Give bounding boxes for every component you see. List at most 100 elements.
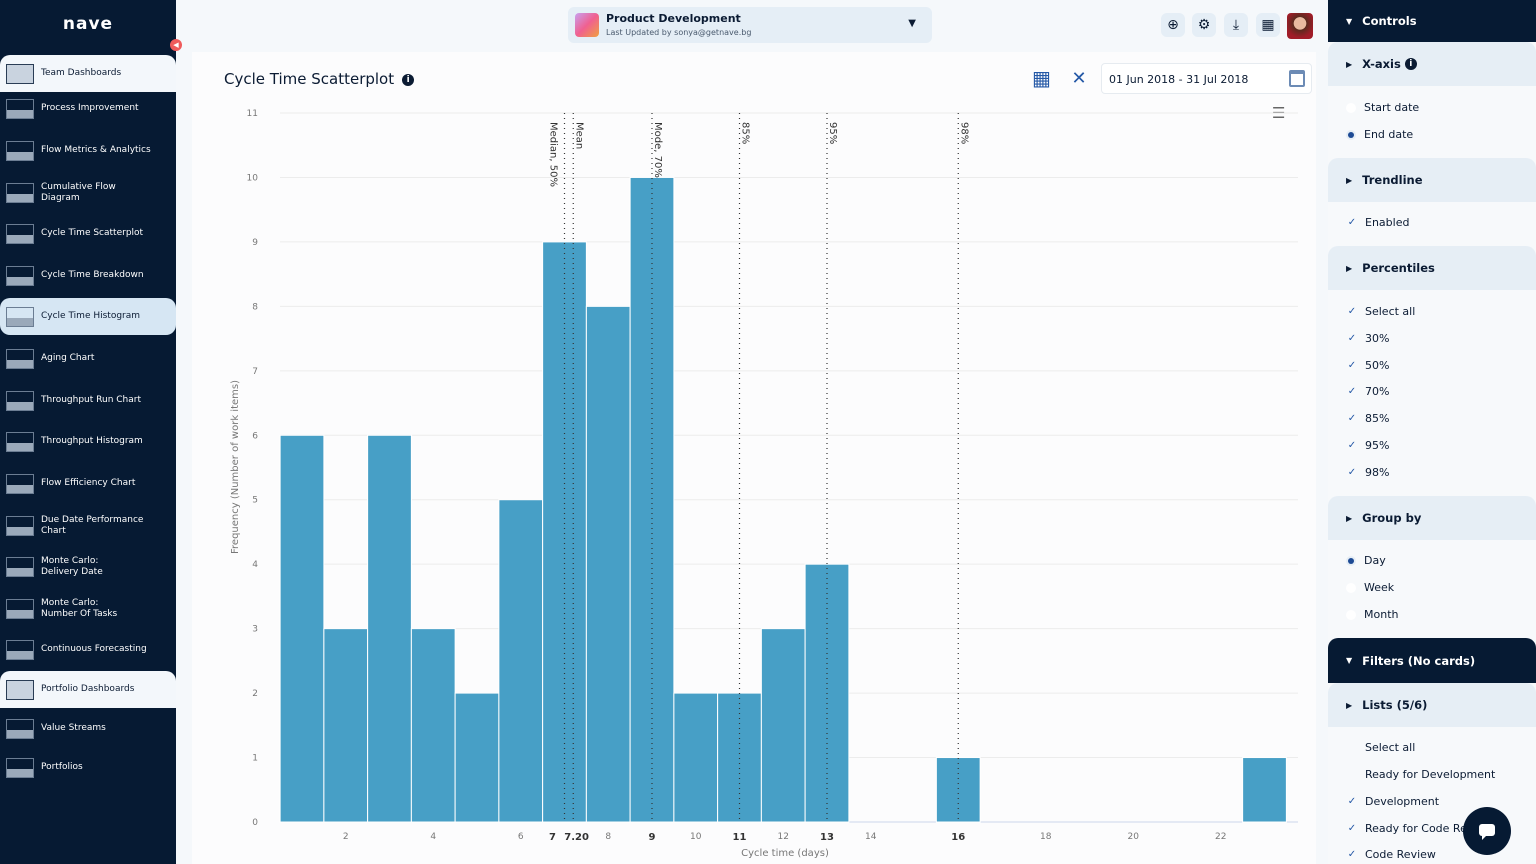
add-button[interactable]: ⊕ <box>1161 13 1185 37</box>
sidebar-item-throughput-run-chart[interactable]: Throughput Run Chart <box>0 382 176 419</box>
chat-button[interactable] <box>1463 807 1511 855</box>
radio-button[interactable] <box>1346 582 1356 593</box>
date-range-picker[interactable]: 01 Jun 2018 - 31 Jul 2018 <box>1101 63 1312 94</box>
check-icon[interactable]: ✓ <box>1347 332 1357 344</box>
table-view-button[interactable]: ▦ <box>1032 68 1054 90</box>
last-updated: Last Updated by sonya@getnave.bg <box>606 28 752 37</box>
checkbox-percentile[interactable]: ✓ 95% <box>1346 439 1390 452</box>
project-selector[interactable]: Product Development Last Updated by sony… <box>568 7 932 43</box>
sidebar-item-value-streams[interactable]: Value Streams <box>0 710 176 747</box>
sidebar-item-label: Due Date Performance Chart <box>41 514 144 536</box>
checkbox-list[interactable]: Ready for Development <box>1346 768 1495 781</box>
gear-icon: ⚙ <box>1197 17 1211 33</box>
radio-button[interactable] <box>1346 129 1356 140</box>
checkbox-percentile[interactable]: ✓ Select all <box>1346 305 1416 318</box>
filters-header[interactable]: ▼ Filters (No cards) <box>1328 638 1536 683</box>
settings-button[interactable]: ⚙ <box>1192 13 1216 37</box>
info-icon[interactable]: i <box>402 74 415 86</box>
histogram-bar <box>717 692 762 823</box>
sidebar-item-label: Cycle Time Breakdown <box>41 270 144 280</box>
histogram-bar <box>410 628 456 823</box>
checkbox-list[interactable]: ✓ Development <box>1346 795 1439 808</box>
info-icon[interactable]: i <box>1404 58 1417 70</box>
sidebar-item-cycle-time-breakdown[interactable]: Cycle Time Breakdown <box>0 257 176 294</box>
sidebar-item-process-improvement[interactable]: Process Improvement <box>0 90 176 127</box>
sidebar-item-due-date-performance[interactable]: Due Date Performance Chart <box>0 507 150 544</box>
check-icon[interactable]: ✓ <box>1347 848 1357 860</box>
avatar[interactable] <box>1287 13 1313 39</box>
check-icon[interactable]: ✓ <box>1347 385 1357 397</box>
sidebar-item-flow-metrics[interactable]: Flow Metrics & Analytics <box>0 132 176 169</box>
sidebar-item-flow-efficiency[interactable]: Flow Efficiency Chart <box>0 465 176 502</box>
checkbox-percentile[interactable]: ✓ 50% <box>1346 359 1390 372</box>
reference-line-label: Median, 50% <box>548 122 559 187</box>
sidebar-item-portfolios[interactable]: Portfolios <box>0 749 176 786</box>
radio-button[interactable] <box>1346 555 1356 566</box>
y-tick-label: 10 <box>247 173 259 183</box>
date-range-value: 01 Jun 2018 - 31 Jul 2018 <box>1109 73 1249 86</box>
x-highlight-tick-label: 7.20 <box>564 832 589 843</box>
radio-day[interactable]: Day <box>1346 554 1386 567</box>
check-icon[interactable]: ✓ <box>1347 822 1357 834</box>
sidebar-item-portfolio-dashboards[interactable]: Portfolio Dashboards <box>0 671 176 708</box>
histogram-bar <box>629 176 675 823</box>
checkbox-trendline-enabled[interactable]: ✓ Enabled <box>1346 216 1410 229</box>
checkbox-percentile[interactable]: ✓ 30% <box>1346 332 1390 345</box>
checkbox[interactable] <box>1346 769 1358 781</box>
chat-icon <box>1479 824 1495 840</box>
check-icon[interactable]: ✓ <box>1347 216 1357 228</box>
sidebar-item-monte-carlo-delivery[interactable]: Monte Carlo: Delivery Date <box>0 548 110 585</box>
check-icon[interactable]: ✓ <box>1347 466 1357 478</box>
option-label: End date <box>1364 128 1414 141</box>
radio-button[interactable] <box>1346 102 1356 113</box>
check-icon[interactable]: ✓ <box>1347 305 1357 317</box>
radio-button[interactable] <box>1346 609 1356 620</box>
y-tick-label: 0 <box>252 818 258 828</box>
checkbox-list[interactable]: ✓ Code Review <box>1346 848 1436 861</box>
option-label: 95% <box>1365 439 1390 452</box>
sidebar-item-cumulative-flow[interactable]: Cumulative Flow Diagram <box>0 174 130 211</box>
check-icon[interactable]: ✓ <box>1347 439 1357 451</box>
check-icon[interactable]: ✓ <box>1347 412 1357 424</box>
checkbox-percentile[interactable]: ✓ 85% <box>1346 412 1390 425</box>
sidebar-item-label: Portfolios <box>41 762 83 772</box>
radio-start-date[interactable]: Start date <box>1346 101 1419 114</box>
area-chart-icon <box>6 182 34 203</box>
radio-week[interactable]: Week <box>1346 581 1394 594</box>
y-tick-label: 9 <box>252 238 258 248</box>
sidebar-item-team-dashboards[interactable]: Team Dashboards <box>0 55 176 92</box>
sidebar-item-monte-carlo-tasks[interactable]: Monte Carlo: Number Of Tasks <box>0 590 125 627</box>
radio-month[interactable]: Month <box>1346 608 1398 621</box>
trendline-label: Trendline <box>1362 173 1423 187</box>
collapse-sidebar-button[interactable]: ◀ <box>170 39 182 51</box>
xaxis-section-header[interactable]: ▶ X-axis i <box>1328 42 1536 86</box>
option-label: Day <box>1364 554 1386 567</box>
sidebar-item-throughput-histogram[interactable]: Throughput Histogram <box>0 423 176 460</box>
sidebar-item-aging-chart[interactable]: Aging Chart <box>0 340 176 377</box>
calendar-icon[interactable] <box>1289 70 1305 87</box>
checkbox-list[interactable]: Select all <box>1346 741 1415 754</box>
group-by-section-header[interactable]: ▶ Group by <box>1328 496 1536 540</box>
check-icon[interactable]: ✓ <box>1347 359 1357 371</box>
checkbox-percentile[interactable]: ✓ 98% <box>1346 466 1390 479</box>
radio-end-date[interactable]: End date <box>1346 128 1413 141</box>
layout-button[interactable]: ▦ <box>1256 13 1280 37</box>
chart-cross-icon: ✕ <box>1071 68 1087 89</box>
sidebar-item-cycle-time-scatterplot[interactable]: Cycle Time Scatterplot <box>0 215 176 252</box>
check-icon[interactable]: ✓ <box>1347 795 1357 807</box>
project-name: Product Development <box>606 12 741 25</box>
reference-line-label: 98% <box>958 122 969 144</box>
sidebar-item-cycle-time-histogram[interactable]: Cycle Time Histogram <box>0 298 176 335</box>
controls-header[interactable]: ▼ Controls <box>1328 0 1536 42</box>
checkbox-percentile[interactable]: ✓ 70% <box>1346 385 1390 398</box>
checkbox[interactable] <box>1346 742 1358 754</box>
download-button[interactable]: ⤓ <box>1224 13 1248 37</box>
trendline-section-header[interactable]: ▶ Trendline <box>1328 158 1536 202</box>
percentiles-section-header[interactable]: ▶ Percentiles <box>1328 246 1536 290</box>
bell-curve-icon <box>6 598 34 619</box>
chart-view-button[interactable]: ✕ <box>1068 68 1090 90</box>
lists-section-header[interactable]: ▶ Lists (5/6) <box>1328 683 1536 727</box>
checkbox-list[interactable]: ✓ Ready for Code Review <box>1346 822 1492 835</box>
sidebar-item-continuous-forecasting[interactable]: Continuous Forecasting <box>0 631 176 668</box>
xaxis-label: X-axis <box>1362 57 1401 71</box>
